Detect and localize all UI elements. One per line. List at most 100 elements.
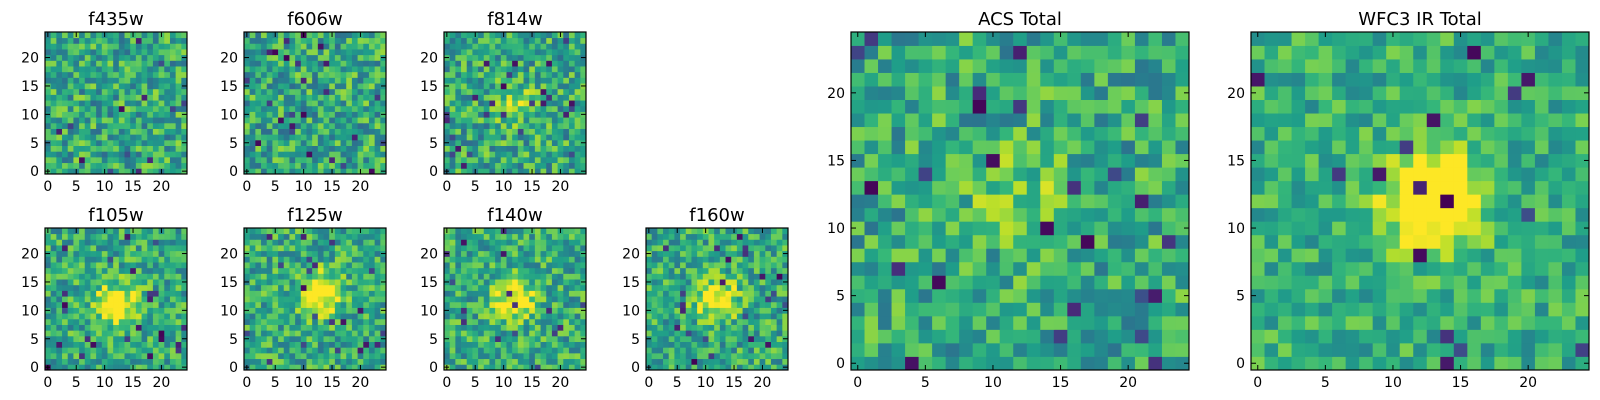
heatmap-cell: [363, 168, 370, 175]
heatmap-cell: [67, 233, 74, 240]
heatmap-cell: [329, 296, 336, 303]
heatmap-cell: [651, 352, 658, 360]
heatmap-cell: [261, 66, 268, 73]
heatmap-cell: [118, 156, 125, 164]
heatmap-cell: [261, 32, 268, 39]
heatmap-cell: [725, 228, 732, 235]
heatmap-cell: [340, 111, 347, 118]
heatmap-cell: [651, 233, 658, 240]
heatmap-cell: [685, 256, 692, 263]
heatmap-cell: [363, 111, 370, 118]
heatmap-cell: [557, 60, 564, 67]
heatmap-cell: [164, 228, 171, 235]
heatmap-cell: [164, 239, 171, 246]
heatmap-cell: [546, 168, 553, 175]
heatmap-cell: [725, 273, 732, 280]
heatmap-cell: [495, 313, 502, 320]
heatmap-cell: [141, 54, 148, 61]
heatmap-cell: [45, 301, 52, 308]
heatmap-cell: [323, 313, 330, 320]
heatmap-cell: [455, 77, 462, 84]
heatmap-cell: [289, 228, 296, 235]
heatmap-cell: [483, 273, 490, 280]
heatmap-cell: [563, 341, 570, 348]
heatmap-cell: [461, 233, 468, 240]
heatmap-cell: [674, 341, 681, 348]
heatmap-cell: [340, 273, 347, 280]
heatmap-cell: [96, 66, 103, 73]
heatmap-cell: [668, 250, 675, 257]
heatmap-cell: [1175, 315, 1190, 330]
heatmap-cell: [107, 352, 114, 360]
heatmap-cell: [323, 324, 330, 331]
heatmap-cell: [1134, 180, 1149, 195]
heatmap-cell: [295, 117, 302, 124]
heatmap-cell: [574, 279, 581, 286]
heatmap-cell: [540, 228, 547, 235]
heatmap-cell: [483, 262, 490, 269]
heatmap-cell: [329, 307, 336, 314]
heatmap-cell: [363, 117, 370, 124]
heatmap-cell: [540, 88, 547, 95]
heatmap-cell: [483, 341, 490, 348]
heatmap-cell: [557, 256, 564, 263]
heatmap-cell: [278, 290, 285, 297]
heatmap-cell: [169, 105, 177, 112]
heatmap-cell: [334, 83, 341, 90]
heatmap-cell: [878, 315, 892, 330]
heatmap-cell: [517, 352, 524, 360]
panel-title: f140w: [487, 205, 542, 226]
heatmap-cell: [255, 307, 262, 314]
heatmap-cell: [261, 290, 268, 297]
heatmap-cell: [363, 128, 370, 135]
heatmap-cell: [363, 256, 370, 263]
heatmap-cell: [124, 358, 131, 365]
heatmap-cell: [489, 239, 496, 246]
heatmap-cell: [691, 284, 698, 291]
heatmap-cell: [340, 37, 347, 44]
heatmap-cell: [141, 145, 148, 152]
heatmap-cell: [719, 296, 726, 303]
heatmap-cell: [283, 37, 290, 44]
heatmap-cell: [357, 250, 364, 257]
heatmap-cell: [759, 347, 766, 354]
heatmap-cell: [266, 301, 273, 308]
heatmap-cell: [266, 32, 273, 39]
heatmap-cell: [79, 296, 86, 303]
heatmap-cell: [580, 358, 587, 365]
heatmap-cell: [312, 151, 319, 158]
heatmap-cell: [158, 352, 165, 360]
heatmap-cell: [714, 364, 721, 371]
heatmap-cell: [84, 250, 91, 257]
heatmap-cell: [972, 261, 987, 276]
heatmap-cell: [663, 279, 670, 286]
heatmap-cell: [249, 37, 256, 44]
heatmap-cell: [523, 139, 530, 146]
heatmap-cell: [770, 330, 778, 337]
heatmap-cell: [651, 290, 658, 297]
heatmap-cell: [731, 250, 738, 257]
heatmap-cell: [244, 49, 251, 56]
heatmap-cell: [56, 296, 63, 303]
heatmap-cell: [657, 296, 664, 303]
heatmap-cell: [50, 54, 57, 61]
heatmap-cell: [96, 134, 103, 141]
heatmap-cell: [742, 335, 749, 342]
heatmap-cell: [725, 296, 732, 303]
heatmap-cell: [90, 60, 97, 67]
heatmap-cell: [351, 32, 358, 39]
heatmap-cell: [986, 221, 1001, 236]
heatmap-cell: [646, 239, 653, 246]
heatmap-cell: [50, 77, 57, 84]
heatmap-cell: [495, 134, 502, 141]
heatmap-cell: [546, 352, 553, 360]
heatmap-cell: [79, 54, 86, 61]
heatmap-cell: [864, 315, 879, 330]
heatmap-cell: [932, 288, 947, 303]
heatmap-cell: [1161, 275, 1176, 290]
heatmap-cell: [563, 262, 570, 269]
heatmap-cell: [79, 162, 86, 169]
heatmap-cell: [748, 335, 755, 342]
heatmap-cell: [725, 341, 732, 348]
